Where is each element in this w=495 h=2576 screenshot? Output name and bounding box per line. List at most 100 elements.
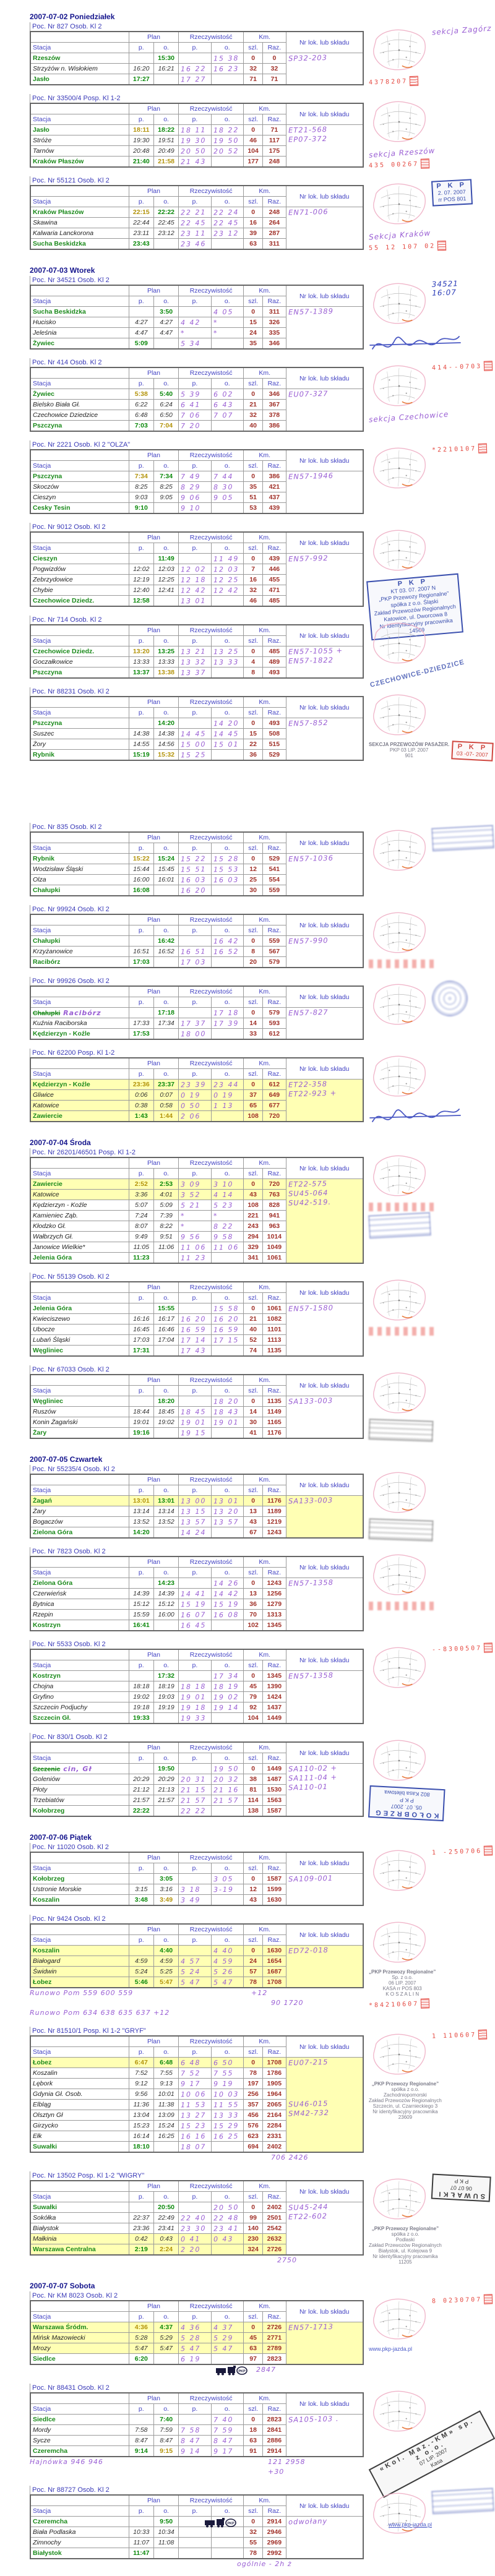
- station-name: Pszczyna: [33, 422, 62, 429]
- loco-number-cell: EN57-1036: [285, 853, 364, 896]
- poland-rail-map-icon: [373, 183, 426, 225]
- plan-departure-cell: 18:18: [128, 1681, 154, 1692]
- actual-departure-cell: 13 32: [178, 656, 212, 668]
- station-name: Pogwizdów: [33, 565, 66, 573]
- handwritten-time: 6 48: [181, 2058, 201, 2067]
- km-szlak-cell: 0: [243, 2414, 264, 2425]
- station-name: Łobez: [33, 1978, 52, 1986]
- station-cell: Kraków Płaszów: [30, 207, 129, 218]
- actual-departure-cell: 15 23: [178, 2120, 212, 2131]
- km-razem-cell: 335: [262, 327, 286, 338]
- train-table: Plan Rzeczywistość Km. Nr lok. lub składu St…: [30, 624, 364, 679]
- plan-arrival-cell: [153, 1805, 179, 1817]
- handwritten-time: 16 07: [181, 1610, 207, 1619]
- table-subheader-row: Stacja p. o. p. o. szl. Raz.: [30, 543, 363, 554]
- handwritten-time: 17 15: [213, 1336, 239, 1344]
- station-cell: Żywiec: [30, 389, 129, 400]
- col-subheader: o.: [210, 2046, 244, 2058]
- col-header-plan: Plan: [128, 1157, 179, 1169]
- station-cell: Mińsk Mazowiecki: [30, 2332, 129, 2343]
- km-razem-cell: 579: [262, 1007, 286, 1018]
- col-subheader: Raz.: [262, 2046, 286, 2058]
- actual-arrival-cell: 8 22: [210, 1221, 244, 1232]
- train-block: Poc. Nr 55139 Osob. Kl 2 Plan Rzeczywistoś…: [30, 1273, 437, 1357]
- footer-website-link[interactable]: www.pkp-jazda.pl: [389, 2522, 433, 2528]
- col-header-plan: Plan: [128, 449, 179, 461]
- actual-departure-cell: 7 49: [178, 471, 212, 482]
- table-header-row: Plan Rzeczywistość Km. Nr lok. lub składu: [30, 1556, 364, 1578]
- handwritten-time: 8 47: [213, 2436, 234, 2445]
- km-razem-cell: 529: [262, 853, 286, 864]
- handwritten-loco-number: EN57-990: [288, 935, 329, 946]
- handwritten-time: 4 59: [213, 1957, 234, 1965]
- col-subheader: Raz.: [262, 378, 286, 389]
- handwritten-time: 6 43: [213, 400, 234, 409]
- col-subheader: o.: [210, 997, 244, 1008]
- actual-departure-cell: 10 06: [178, 2089, 212, 2100]
- station-name: Zawiercie: [33, 1112, 62, 1120]
- table-header-row: Plan Rzeczywistość Km. Nr lok. lub składu: [30, 1852, 364, 1874]
- handwritten-time: 23 30: [181, 2224, 207, 2233]
- km-szlak-cell: 35: [243, 481, 264, 492]
- col-header-stacja: Stacja: [30, 1934, 129, 1946]
- actual-arrival-cell: 21 57: [210, 1795, 244, 1806]
- illegible-stamp: [431, 2488, 494, 2515]
- station-cell: Chałupki: [30, 935, 129, 947]
- col-header-rzeczywistosc: Rzeczywistość: [178, 1923, 244, 1935]
- stamp-line: 11205: [398, 2259, 412, 2265]
- col-header-km: Km.: [243, 1281, 286, 1293]
- plan-departure-cell: 20:48: [128, 145, 154, 157]
- actual-arrival-cell: 7 40: [210, 2414, 244, 2425]
- plan-arrival-cell: 5:47: [153, 2343, 179, 2354]
- loco-number-cell: ED72-018: [285, 1945, 364, 1988]
- actual-arrival-cell: [210, 502, 244, 514]
- table-header-row: Plan Rzeczywistość Km. Nr lok. lub składu: [30, 914, 364, 936]
- actual-arrival-cell: [210, 2141, 244, 2153]
- station-name: Ubocze: [33, 1326, 55, 1333]
- col-subheader: o.: [210, 1485, 244, 1496]
- km-razem-cell: 439: [262, 502, 286, 514]
- col-subheader: p.: [178, 2403, 212, 2415]
- actual-departure-cell: [178, 553, 212, 564]
- station-cell: Skoczów: [30, 481, 129, 492]
- station-handwritten-correction: cin, Gł: [60, 1764, 92, 1773]
- plan-departure-cell: 14:55: [128, 739, 154, 750]
- pkp-train-logo-icon: PKP: [204, 2518, 236, 2531]
- station-cell: Hucisko: [30, 317, 129, 328]
- col-subheader: o.: [153, 196, 179, 207]
- table-row: Elbląg 11:36 11:38 11 53 11 55 357 2065: [30, 2099, 363, 2110]
- actual-arrival-cell: 12 25: [210, 574, 244, 585]
- actual-departure-cell: 2 20: [178, 2244, 212, 2256]
- table-row: Jasło 17:27 17 27 71 71: [30, 74, 363, 85]
- station-name: Białystok: [33, 2225, 59, 2232]
- handwritten-time: 5 29: [213, 2333, 234, 2342]
- corner-cell: [30, 531, 129, 543]
- plan-departure-cell: 14:39: [128, 1588, 154, 1599]
- km-razem-cell: 1176: [262, 1495, 286, 1506]
- table-subheader-row: Stacja p. o. p. o. szl. Raz.: [30, 843, 363, 854]
- col-subheader: p.: [178, 378, 212, 389]
- handwritten-time: 19 18: [181, 1703, 207, 1712]
- km-razem-cell: 421: [262, 481, 286, 492]
- actual-departure-cell: [178, 2414, 212, 2425]
- table-row: Żory 14:55 14:56 15 00 15 01 22 515: [30, 739, 363, 750]
- handwritten-time: 9 19: [213, 2079, 234, 2088]
- train-caption: Poc. Nr 34521 Osob. Kl 2: [30, 276, 367, 285]
- poland-rail-map-icon: [373, 830, 426, 871]
- col-header-km: Km.: [243, 1923, 286, 1935]
- table-subheader-row: Stacja p. o. p. o. szl. Raz.: [30, 460, 363, 471]
- poland-rail-map-icon: [373, 1554, 426, 1595]
- station-name: Węgliniec: [33, 1397, 64, 1405]
- actual-departure-cell: 12 42: [178, 585, 212, 596]
- plan-arrival-cell: 14:39: [153, 1588, 179, 1599]
- train-block: Poc. Nr 67033 Osob. Kl 2 Plan Rzeczywistoś…: [30, 1365, 434, 1442]
- actual-arrival-cell: [210, 885, 244, 896]
- col-header-plan: Plan: [128, 985, 179, 997]
- train-table: Plan Rzeczywistość Km. Nr lok. lub składu St…: [30, 449, 364, 514]
- plan-departure-cell: [128, 53, 154, 64]
- col-subheader: p.: [178, 1168, 212, 1179]
- table-row: Suszec 14:38 14:38 14 45 14 45 15 508: [30, 728, 363, 739]
- km-szlak-cell: 81: [243, 1784, 264, 1795]
- poland-rail-map-icon: [373, 2390, 426, 2432]
- handwritten-time: 19 02: [213, 1693, 239, 1701]
